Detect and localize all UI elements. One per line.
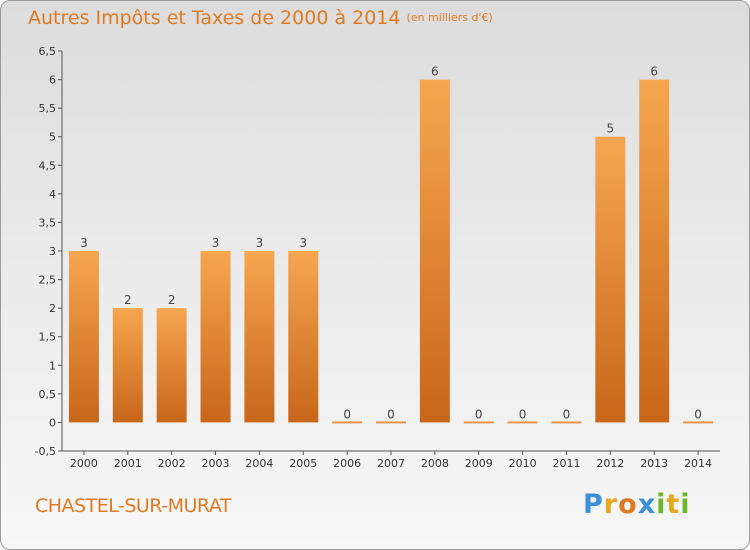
- chart-title: Autres Impôts et Taxes de 2000 à 2014 (en…: [28, 7, 493, 29]
- y-tick-label: 6: [49, 74, 56, 87]
- commune-name: CHASTEL-SUR-MURAT: [35, 495, 231, 517]
- y-tick-label: 5,5: [39, 102, 57, 115]
- x-tick-label: 2004: [245, 457, 273, 470]
- x-tick-label: 2009: [465, 457, 493, 470]
- bar: [507, 421, 538, 424]
- y-tick-label: 1: [49, 359, 56, 372]
- y-tick-label: 3: [49, 245, 56, 258]
- data-label: 6: [431, 65, 439, 79]
- bar: [332, 421, 363, 424]
- y-tick-label: 2: [49, 302, 56, 315]
- y-tick-label: 6,5: [39, 45, 57, 58]
- bar: [595, 136, 626, 423]
- bar: [639, 79, 670, 423]
- logo-letter: i: [680, 489, 691, 520]
- chart-data-labels: 3 2 2 3 3 3 0 0 6 0 0 0 5 6 0: [80, 65, 702, 422]
- x-tick-label: 2012: [596, 457, 624, 470]
- data-label: 0: [387, 407, 395, 421]
- bar: [200, 251, 231, 423]
- bar: [244, 251, 275, 423]
- data-label: 6: [650, 65, 658, 79]
- data-label: 0: [519, 407, 527, 421]
- y-tick-label: 2,5: [39, 274, 57, 287]
- logo-letter: t: [666, 489, 681, 520]
- x-tick-label: 2001: [114, 457, 142, 470]
- data-label: 2: [124, 293, 132, 307]
- y-tick-label: 0: [49, 416, 56, 429]
- data-label: 0: [694, 407, 702, 421]
- data-label: 0: [475, 407, 483, 421]
- logo-letter: P: [583, 489, 604, 520]
- x-tick-label: 2006: [333, 457, 361, 470]
- bar: [156, 308, 187, 423]
- data-label: 2: [168, 293, 176, 307]
- x-tick-label: 2010: [509, 457, 537, 470]
- x-tick-label: 2007: [377, 457, 405, 470]
- chart-bars: [68, 79, 714, 424]
- x-tick-label: 2005: [289, 457, 317, 470]
- logo-letter: r: [603, 489, 619, 520]
- data-label: 3: [80, 236, 88, 250]
- x-tick-label: 2008: [421, 457, 449, 470]
- x-tick-label: 2003: [202, 457, 230, 470]
- proxiti-logo: Proxiti: [583, 489, 691, 520]
- x-tick-label: 2014: [684, 457, 712, 470]
- chart-title-text: Autres Impôts et Taxes de 2000 à 2014: [28, 7, 401, 29]
- data-label: 5: [607, 122, 615, 136]
- data-label: 0: [563, 407, 571, 421]
- logo-letter: i: [656, 489, 667, 520]
- y-tick-label: 5: [49, 131, 56, 144]
- y-tick-label: 0,5: [39, 388, 57, 401]
- bar: [551, 421, 582, 424]
- data-label: 0: [343, 407, 351, 421]
- bar: [419, 79, 450, 423]
- y-tick-label: 4,5: [39, 159, 57, 172]
- bar: [683, 421, 714, 424]
- data-label: 3: [212, 236, 220, 250]
- chart-unit-note: (en milliers d'€): [406, 11, 493, 24]
- data-label: 3: [256, 236, 264, 250]
- logo-letter: x: [637, 489, 657, 520]
- bar: [376, 421, 406, 424]
- y-tick-label: -0,5: [35, 445, 56, 458]
- x-tick-label: 2011: [552, 457, 580, 470]
- x-tick-label: 2000: [70, 457, 98, 470]
- bar: [288, 251, 319, 423]
- data-label: 3: [299, 236, 307, 250]
- y-tick-label: 1,5: [39, 331, 57, 344]
- bar: [68, 251, 99, 423]
- logo-letter: o: [618, 489, 638, 520]
- bar: [112, 308, 143, 423]
- x-tick-label: 2013: [640, 457, 668, 470]
- bar: [463, 421, 494, 424]
- x-tick-label: 2002: [158, 457, 186, 470]
- y-tick-label: 3,5: [39, 216, 57, 229]
- y-tick-label: 4: [49, 188, 56, 201]
